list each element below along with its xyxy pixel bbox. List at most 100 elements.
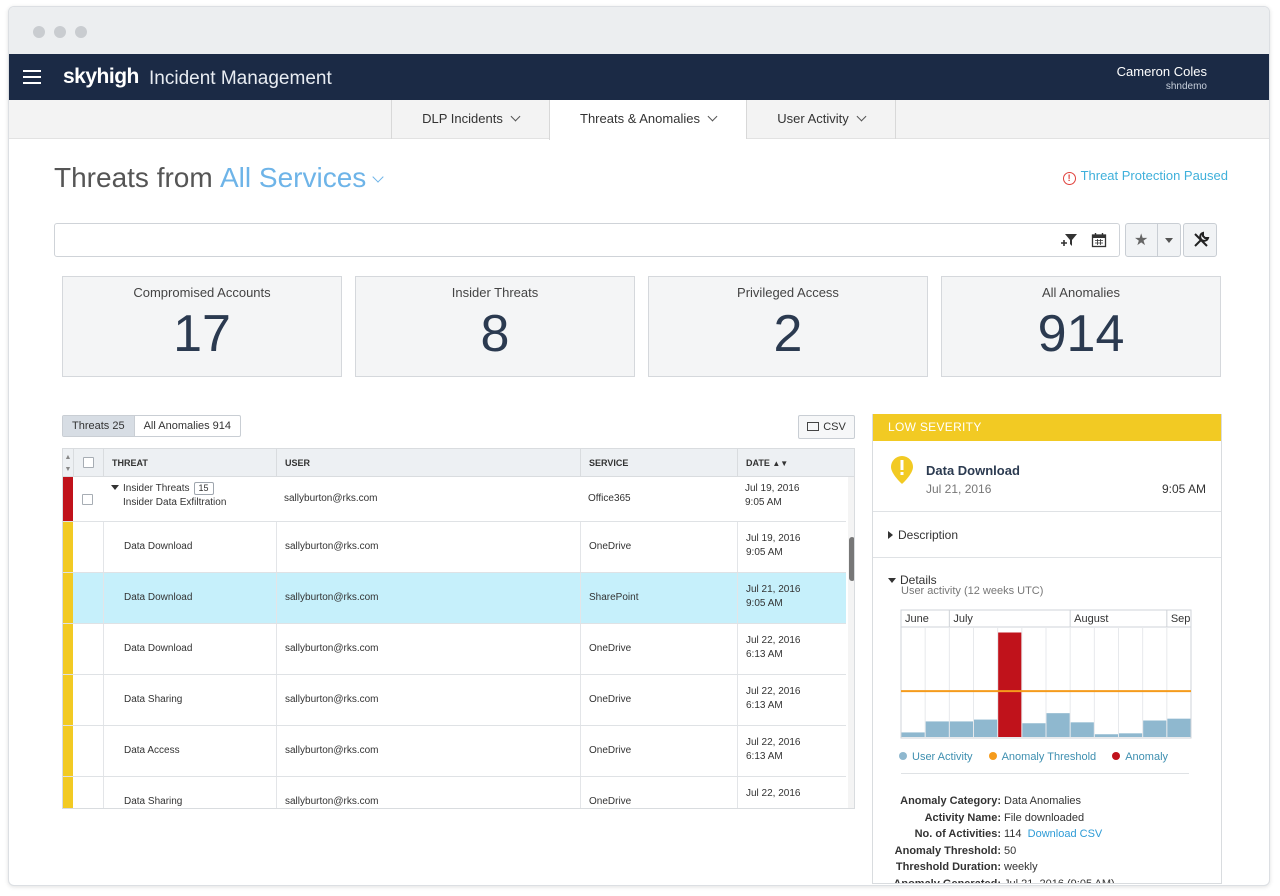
threat-cell: Data Download <box>103 573 276 623</box>
filter-add-icon[interactable] <box>1060 232 1078 252</box>
toggle-all-anomalies[interactable]: All Anomalies 914 <box>143 420 232 432</box>
threat-group-cell: Insider Threats 15 Insider Data Exfiltrat… <box>103 477 276 521</box>
window-maximize-dot[interactable] <box>75 26 87 38</box>
warning-pin-icon <box>891 456 913 484</box>
tab-user-activity[interactable]: User Activity <box>746 100 896 139</box>
table-row[interactable]: Data Sharing sallyburton@rks.com OneDrive J… <box>63 777 847 808</box>
row-indent <box>73 573 103 623</box>
card-all-anomalies[interactable]: All Anomalies 914 <box>941 276 1221 377</box>
table-row-parent[interactable]: Insider Threats 15 Insider Data Exfiltrat… <box>63 477 846 522</box>
card-value: 2 <box>773 305 803 363</box>
field-key: Threshold Duration: <box>895 861 1001 874</box>
threats-table: ▲ ▼ THREAT USER SERVICE DATE ▲▼ Insider T… <box>62 448 855 809</box>
row-indent <box>73 726 103 776</box>
row-indent <box>73 777 103 808</box>
row-checkbox[interactable] <box>73 477 103 521</box>
expand-caret-icon[interactable] <box>111 485 119 490</box>
severity-bar <box>63 477 73 521</box>
scrollbar-thumb[interactable] <box>849 537 854 581</box>
field-value-text: 50 <box>1004 844 1017 857</box>
select-all-checkbox[interactable] <box>73 449 103 477</box>
calendar-icon[interactable] <box>1091 232 1107 252</box>
chevron-down-icon <box>372 171 384 183</box>
details-toggle[interactable]: Details <box>888 573 937 587</box>
service-selector-label: All Services <box>220 162 367 193</box>
threat-protection-status[interactable]: ! Threat Protection Paused <box>1062 168 1228 185</box>
description-section[interactable]: Description <box>873 512 1221 558</box>
severity-bar <box>63 573 73 623</box>
card-value: 914 <box>1037 305 1125 363</box>
table-row[interactable]: Data Download sallyburton@rks.com OneDrive… <box>63 624 846 675</box>
user-cell: sallyburton@rks.com <box>276 573 580 623</box>
menu-icon[interactable] <box>23 70 41 84</box>
tools-button[interactable] <box>1183 223 1217 257</box>
activity-bar <box>1022 723 1046 737</box>
user-cell: sallyburton@rks.com <box>276 726 580 776</box>
tab-dlp-incidents[interactable]: DLP Incidents <box>391 100 549 139</box>
date-text: Jul 21, 2016 <box>746 584 801 595</box>
export-csv-button[interactable]: CSV <box>798 415 855 439</box>
search-input[interactable] <box>54 223 1120 257</box>
card-privileged-access[interactable]: Privileged Access 2 <box>648 276 928 377</box>
activity-bar <box>925 721 949 737</box>
column-date[interactable]: DATE ▲▼ <box>737 449 847 477</box>
card-label: Insider Threats <box>451 285 539 300</box>
description-label: Description <box>898 528 959 542</box>
service-cell: Office365 <box>588 493 631 504</box>
window-close-dot[interactable] <box>33 26 45 38</box>
activity-bar <box>1167 718 1191 737</box>
chevron-down-icon <box>510 111 521 122</box>
severity-bar <box>63 522 73 572</box>
column-threat[interactable]: THREAT <box>103 449 276 477</box>
field-key: Anomaly Category: <box>900 795 1001 807</box>
brand-logo: skyhigh <box>63 65 139 88</box>
column-user[interactable]: USER <box>276 449 580 477</box>
table-row[interactable]: Data Download sallyburton@rks.com OneDrive… <box>63 522 846 573</box>
sort-severity-icon[interactable]: ▲ ▼ <box>64 454 72 473</box>
time-text: 6:13 AM <box>746 649 783 660</box>
expand-right-icon <box>888 531 893 539</box>
service-cell: OneDrive <box>580 522 737 572</box>
user-cell: sallyburton@rks.com <box>276 675 580 725</box>
date-cell: Jul 22, 2016 <box>737 777 847 808</box>
activity-bar <box>1094 734 1118 737</box>
table-row[interactable]: Data Sharing sallyburton@rks.com OneDrive J… <box>63 675 846 726</box>
favorites-button[interactable]: ★ <box>1125 223 1181 257</box>
service-selector[interactable]: All Services <box>220 162 384 194</box>
expand-down-icon <box>888 578 896 583</box>
field-value: weekly <box>1004 861 1038 873</box>
card-value: 8 <box>480 305 510 363</box>
table-row[interactable]: Data Download sallyburton@rks.com SharePoi… <box>63 573 846 624</box>
download-csv-link[interactable]: Download CSV <box>1027 828 1103 841</box>
table-scrollbar[interactable] <box>848 477 854 808</box>
table-row[interactable]: Data Access sallyburton@rks.com OneDrive Ju… <box>63 726 846 777</box>
count-badge: 15 <box>193 482 214 495</box>
user-menu[interactable]: Cameron Coles shndemo <box>1117 64 1207 92</box>
severity-bar <box>63 777 73 808</box>
detail-date: Jul 21, 2016 <box>926 482 992 496</box>
legend-anomaly: Anomaly <box>1125 751 1169 763</box>
window-minimize-dot[interactable] <box>54 26 66 38</box>
page-title: Threats from <box>54 162 213 193</box>
date-text: Jul 22, 2016 <box>746 686 801 697</box>
column-service[interactable]: SERVICE <box>580 449 737 477</box>
card-label: Privileged Access <box>737 285 839 300</box>
threat-cell: Data Sharing <box>103 675 276 725</box>
toggle-threats[interactable]: Threats 25 <box>63 416 135 436</box>
details-label: Details <box>900 573 937 587</box>
user-cell: sallyburton@rks.com <box>276 624 580 674</box>
description-toggle: Description <box>888 528 958 542</box>
legend-dot-user-activity <box>899 752 907 760</box>
tab-threats-anomalies[interactable]: Threats & Anomalies <box>549 100 746 140</box>
card-compromised-accounts[interactable]: Compromised Accounts 17 <box>62 276 342 377</box>
card-insider-threats[interactable]: Insider Threats 8 <box>355 276 635 377</box>
chart-caption: User activity (12 weeks UTC) <box>901 585 1044 597</box>
activity-bar <box>901 732 925 737</box>
threat-group-name: Insider Threats <box>123 483 190 494</box>
threat-cell: Data Access <box>103 726 276 776</box>
export-label: CSV <box>823 421 846 433</box>
chart-legend: User Activity Anomaly Threshold Anomaly <box>899 751 1168 763</box>
column-date-label: DATE <box>746 458 770 468</box>
activity-bar <box>974 719 998 737</box>
field-value: 50 <box>1004 845 1016 857</box>
